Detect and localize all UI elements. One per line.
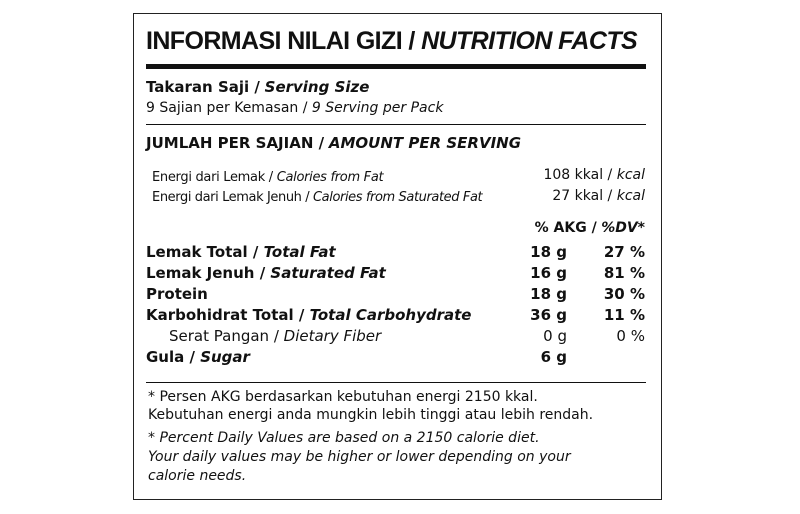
nutrient-dv: 30 % (603, 285, 645, 303)
title-indonesian: INFORMASI NILAI GIZI / (146, 27, 415, 55)
divider (146, 124, 646, 125)
energy-row-label: Energi dari Lemak / Calories from Fat (152, 170, 384, 185)
servings-per-pack: 9 Sajian per Kemasan / 9 Serving per Pac… (146, 100, 444, 116)
footnote-id-line: Kebutuhan energi anda mungkin lebih ting… (148, 407, 594, 423)
nutrient-label: Karbohidrat Total / Total Carbohydrate (146, 306, 472, 324)
nutrient-amount: 16 g (530, 264, 567, 282)
footnote-en-line: Your daily values may be higher or lower… (148, 449, 571, 465)
serving-size-heading: Takaran Saji / Serving Size (146, 78, 370, 96)
footnote-en-line: calorie needs. (148, 468, 247, 484)
amount-per-serving-heading: JUMLAH PER SAJIAN / AMOUNT PER SERVING (146, 134, 522, 152)
footnote-en-line: * Percent Daily Values are based on a 21… (148, 430, 540, 446)
nutrition-label-box (133, 13, 662, 500)
nutrient-dv: 0 % (616, 327, 645, 345)
nutrient-label: Lemak Jenuh / Saturated Fat (146, 264, 386, 282)
nutrient-amount: 0 g (543, 327, 567, 345)
nutrient-amount: 36 g (530, 306, 567, 324)
energy-row-label: Energi dari Lemak Jenuh / Calories from … (152, 190, 483, 205)
nutrient-label: Serat Pangan / Dietary Fiber (169, 327, 382, 345)
nutrient-label: Lemak Total / Total Fat (146, 243, 336, 261)
nutrient-amount: 18 g (530, 243, 567, 261)
nutrient-label: Protein (146, 285, 208, 303)
dv-column-header: % AKG / %DV* (534, 220, 645, 236)
nutrient-amount: 18 g (530, 285, 567, 303)
label-title: INFORMASI NILAI GIZI / NUTRITION FACTS (146, 27, 638, 56)
nutrient-dv: 27 % (603, 243, 645, 261)
divider (146, 382, 646, 383)
footnote-id-line: * Persen AKG berdasarkan kebutuhan energ… (148, 389, 538, 405)
thick-divider (146, 64, 646, 69)
title-english: NUTRITION FACTS (421, 27, 638, 55)
nutrient-dv: 11 % (603, 306, 645, 324)
nutrient-dv: 81 % (603, 264, 645, 282)
nutrient-label: Gula / Sugar (146, 348, 250, 366)
nutrient-amount: 6 g (540, 348, 567, 366)
energy-row-value: 108 kkal / kcal (543, 167, 645, 183)
energy-row-value: 27 kkal / kcal (552, 188, 645, 204)
